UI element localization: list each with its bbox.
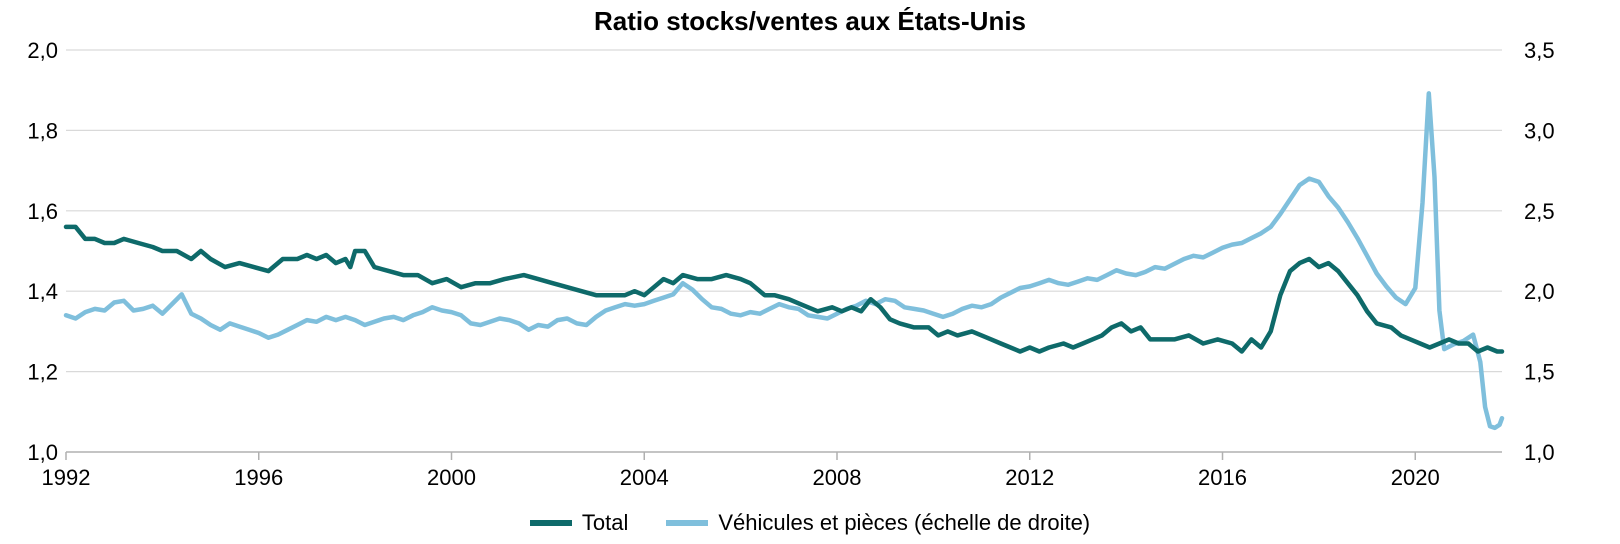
chart-title: Ratio stocks/ventes aux États-Unis	[593, 6, 1027, 36]
y-right-tick-label: 1,0	[1524, 440, 1555, 465]
y-left-tick-label: 1,8	[27, 118, 58, 143]
y-left-tick-label: 1,0	[27, 440, 58, 465]
x-tick-label: 2020	[1391, 465, 1440, 490]
right-axis: 1,0 1,5 2,0 2,5 3,0 3,5	[1524, 38, 1555, 465]
y-right-tick-label: 3,0	[1524, 118, 1555, 143]
x-tick-label: 2008	[813, 465, 862, 490]
legend-item-vehicles: Véhicules et pièces (échelle de droite)	[666, 510, 1090, 536]
x-tick-label: 2004	[620, 465, 669, 490]
y-right-tick-label: 1,5	[1524, 360, 1555, 385]
left-axis: 1,0 1,2 1,4 1,6 1,8 2,0	[27, 38, 58, 465]
grid-lines	[66, 49, 1502, 373]
series-lines	[63, 91, 1505, 431]
legend-item-total: Total	[529, 510, 629, 536]
x-axis: 1992 1996 2000 2004 2008 2012 2016 2020	[42, 451, 1502, 490]
legend-swatch-vehicles	[666, 520, 709, 526]
legend-swatch-total	[529, 520, 572, 526]
series-line-vehicles	[63, 91, 1505, 431]
x-tick-label: 2000	[427, 465, 476, 490]
x-tick-label: 2016	[1198, 465, 1247, 490]
y-right-tick-label: 2,0	[1524, 279, 1555, 304]
y-right-tick-label: 3,5	[1524, 38, 1555, 63]
x-tick-label: 1992	[42, 465, 91, 490]
y-left-tick-label: 1,6	[27, 199, 58, 224]
y-right-tick-label: 2,5	[1524, 199, 1555, 224]
x-tick-label: 2012	[1005, 465, 1054, 490]
y-left-tick-label: 2,0	[27, 38, 58, 63]
series-line-total	[63, 224, 1505, 354]
legend: Total Véhicules et pièces (échelle de dr…	[0, 510, 1620, 536]
x-tick-label: 1996	[234, 465, 283, 490]
y-left-tick-label: 1,2	[27, 360, 58, 385]
y-left-tick-label: 1,4	[27, 279, 58, 304]
legend-label-total: Total	[581, 510, 629, 535]
legend-label-vehicles: Véhicules et pièces (échelle de droite)	[718, 510, 1091, 535]
